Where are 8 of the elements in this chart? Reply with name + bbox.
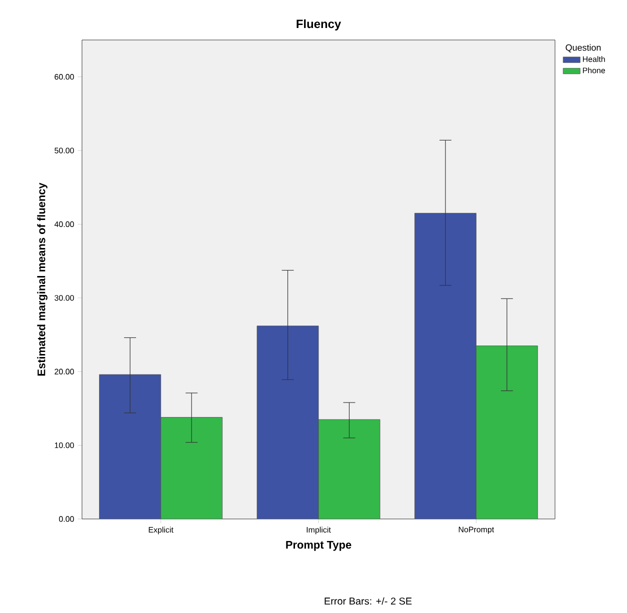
x-axis-title: Prompt Type — [286, 541, 352, 551]
y-axis-title: Estimated marginal means of fluency — [37, 182, 48, 376]
bar — [99, 374, 162, 519]
chart-title: Fluency — [296, 19, 342, 30]
legend-title: Question — [566, 44, 601, 52]
text: Error Bars: +/- 2 SE — [324, 597, 412, 605]
bar — [256, 326, 319, 519]
bar — [414, 212, 476, 519]
